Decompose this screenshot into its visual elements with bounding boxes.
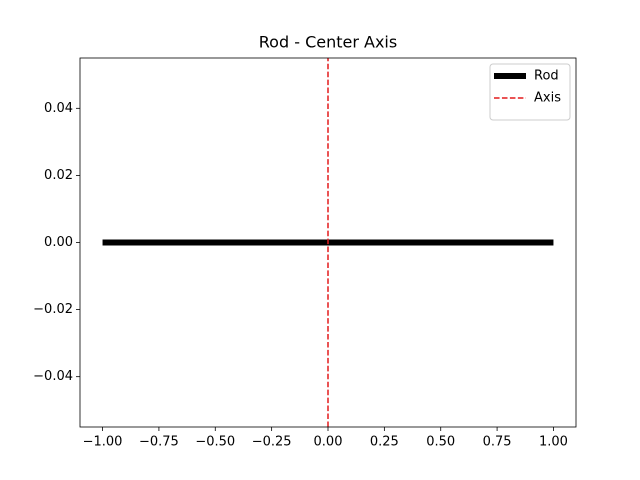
- legend-label: Axis: [534, 91, 561, 106]
- y-tick-label: −0.02: [33, 302, 73, 317]
- y-tick-label: 0.04: [44, 101, 73, 116]
- y-tick-label: −0.04: [33, 369, 73, 384]
- x-tick-label: −0.25: [252, 435, 292, 450]
- x-tick-label: 0.50: [426, 435, 455, 450]
- x-tick-label: 0.00: [314, 435, 343, 450]
- x-tick-label: 1.00: [539, 435, 568, 450]
- x-tick-label: 0.75: [483, 435, 512, 450]
- legend-label: Rod: [534, 69, 559, 84]
- x-tick-label: −0.50: [195, 435, 235, 450]
- y-tick-label: 0.02: [44, 168, 73, 183]
- plot-frame: [79, 57, 577, 428]
- x-tick-label: 0.25: [370, 435, 399, 450]
- y-tick-label: 0.00: [44, 235, 73, 250]
- x-tick-label: −1.00: [83, 435, 123, 450]
- chart-title: Rod - Center Axis: [259, 33, 397, 52]
- x-tick-label: −0.75: [139, 435, 179, 450]
